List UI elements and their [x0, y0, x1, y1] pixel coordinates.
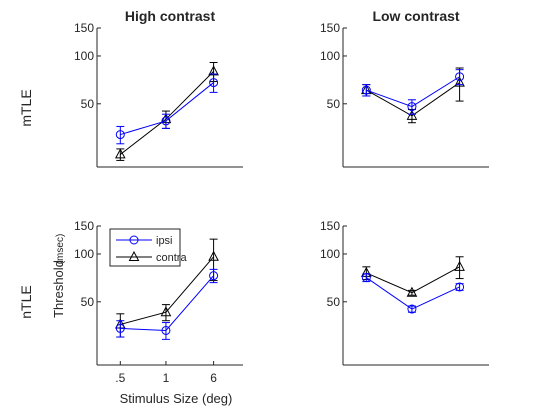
y-tick-label: 150: [74, 21, 94, 35]
data-point-ipsi: [455, 282, 465, 292]
data-point-contra: [454, 260, 465, 271]
data-point-ipsi: [455, 72, 465, 82]
series-line-ipsi: [366, 76, 460, 108]
y-tick-label: 100: [74, 49, 94, 63]
data-point-contra: [454, 76, 465, 87]
data-point-ipsi: [115, 323, 125, 333]
x-tick-label: 1: [163, 371, 170, 385]
x-axis-label: Stimulus Size (deg): [120, 391, 233, 406]
series-line-contra: [120, 71, 214, 155]
data-point-ipsi: [361, 85, 371, 95]
data-point-contra: [406, 109, 418, 120]
series-contra: [114, 61, 219, 161]
series-ipsi: [115, 73, 219, 145]
y-tick-label: 150: [320, 219, 340, 233]
series-ipsi: [115, 268, 219, 340]
data-point-ipsi: [209, 271, 219, 281]
y-tick-label: 100: [320, 49, 340, 63]
data-point-contra: [114, 148, 126, 159]
y-tick-label: 50: [327, 295, 341, 309]
series-contra: [360, 256, 465, 297]
data-point-ipsi: [361, 273, 371, 283]
series-ipsi: [361, 69, 465, 115]
legend: ipsi contra: [109, 228, 187, 267]
y-tick-label: 150: [320, 21, 340, 35]
panel-3: 50 100 150 .5 1 6: [74, 219, 243, 385]
data-point-ipsi: [407, 304, 417, 314]
data-point-ipsi: [209, 78, 219, 88]
panel-title: High contrast: [125, 8, 216, 24]
y-axis-label-unit: (msec): [55, 234, 66, 265]
panel-1: High contrast 50 100 150: [74, 8, 243, 168]
y-axis-label: Threshold (msec): [51, 234, 66, 318]
panel-4: 50 100 150: [320, 219, 489, 366]
y-tick-label: 50: [327, 97, 341, 111]
y-tick-label: 100: [320, 247, 340, 261]
data-point-ipsi: [161, 325, 171, 335]
y-tick-label: 100: [74, 247, 94, 261]
data-point-contra: [406, 286, 418, 297]
y-tick-label: 50: [81, 295, 95, 309]
row-label-mtle: mTLE: [18, 89, 34, 126]
series-line-ipsi: [366, 277, 460, 310]
x-tick-label: 6: [210, 371, 217, 385]
legend-ipsi-label: ipsi: [156, 235, 173, 247]
y-tick-label: 150: [74, 219, 94, 233]
legend-box: [109, 228, 181, 267]
data-point-contra: [208, 250, 219, 261]
y-axis-label-main: Threshold: [51, 260, 66, 318]
data-point-ipsi: [161, 116, 171, 126]
data-point-contra: [160, 306, 172, 317]
panel-title: Low contrast: [372, 8, 459, 24]
legend-contra-marker: [128, 250, 140, 261]
legend-ipsi-marker: [129, 235, 139, 245]
data-point-ipsi: [115, 130, 125, 140]
series-line-contra: [120, 256, 214, 325]
series-ipsi: [361, 273, 465, 314]
row-label-ntle: nTLE: [18, 285, 34, 318]
panel-2: Low contrast 50 100 150: [320, 8, 489, 168]
legend-contra-label: contra: [156, 252, 187, 264]
series-line-ipsi: [120, 82, 214, 136]
data-point-ipsi: [407, 102, 417, 112]
y-tick-label: 50: [81, 97, 95, 111]
x-tick-label: .5: [115, 371, 125, 385]
